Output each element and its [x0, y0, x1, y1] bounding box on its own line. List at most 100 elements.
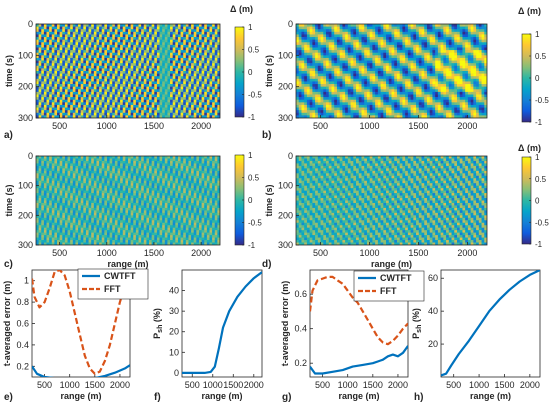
x-tick-label: 1500 [144, 121, 164, 131]
axes-box [295, 23, 488, 119]
y-tick-label: 0 [28, 151, 33, 161]
colorbar-tick-label: 1 [248, 151, 253, 160]
panel-c: 500 1000 1500 2000 0 100 200 300 time (s) range (… [4, 151, 262, 269]
colorbar-tick-label: -1 [535, 118, 543, 127]
colorbar-title: Δ (m) [230, 4, 253, 14]
x-tick-label: 2000 [520, 380, 540, 390]
y-axis-label: t-averaged error (m) [2, 281, 12, 367]
legend: CWTFT FFT [353, 270, 425, 302]
legend-entry: FFT [104, 284, 121, 294]
y-tick-label: 1 [24, 276, 29, 286]
y-axis-label: time (s) [4, 184, 14, 216]
panel-label: f) [154, 392, 161, 403]
x-tick-label: 2000 [457, 121, 477, 131]
legend: CWTFT FFT [77, 268, 149, 300]
colorbar-tick-label: 0 [535, 197, 540, 206]
y-tick-label: 100 [278, 181, 293, 191]
axes-box [35, 23, 221, 119]
series-line-fft [32, 270, 130, 375]
x-tick-label: 1500 [408, 248, 428, 258]
x-tick-label: 500 [37, 380, 52, 390]
y-axis-label: Psh (%) [152, 308, 164, 339]
y-tick-label: 0.2 [16, 361, 29, 371]
colorbar-tick-label: -0.5 [248, 219, 262, 228]
y-tick-label: 0 [28, 19, 33, 29]
x-tick-label: 500 [185, 380, 200, 390]
y-axis-label: time (s) [264, 184, 274, 216]
x-tick-label: 1000 [97, 121, 117, 131]
y-tick-label: 200 [18, 82, 33, 92]
y-tick-label: 20 [428, 339, 438, 349]
y-tick-label: 0.6 [294, 289, 307, 299]
series-line-psh [441, 270, 540, 377]
series-line-psh [182, 271, 262, 374]
x-axis-label: range (m) [201, 391, 242, 401]
y-axis-label: time (s) [264, 55, 274, 87]
x-tick-label: 1000 [338, 380, 358, 390]
colorbar-tick-label: 1 [248, 23, 253, 32]
x-tick-label: 1000 [97, 248, 117, 258]
y-tick-label: 0.6 [16, 319, 29, 329]
x-tick-label: 500 [313, 121, 328, 131]
panel-label: h) [414, 392, 423, 403]
x-tick-label: 500 [446, 380, 461, 390]
y-tick-label: 300 [278, 113, 293, 123]
x-tick-label: 1000 [359, 248, 379, 258]
colorbar-tick-label: 0 [248, 196, 253, 205]
panel-b: 500 1000 1500 2000 0 100 200 300 time (s) 1 0.5 0 -0… [264, 6, 549, 131]
colorbar-tick-label: -1 [535, 240, 543, 249]
colorbar-title: Δ (m) [518, 6, 541, 16]
colorbar-tick-label: -1 [248, 113, 256, 122]
y-axis-label: t-averaged error (m) [280, 281, 290, 367]
x-tick-label: 1500 [223, 380, 243, 390]
heatmap-b [296, 24, 487, 118]
heatmap-a [36, 24, 220, 118]
y-tick-label: 10 [169, 347, 179, 357]
colorbar-tick-label: 0.5 [535, 175, 547, 184]
x-tick-label: 500 [52, 121, 67, 131]
y-tick-label: 0 [288, 19, 293, 29]
colorbar-tick-label: -0.5 [535, 96, 549, 105]
y-tick-label: 0.4 [16, 340, 29, 350]
y-tick-label: 20 [169, 327, 179, 337]
x-tick-label: 1000 [469, 380, 489, 390]
axes-box [35, 155, 221, 246]
y-tick-label: 200 [278, 210, 293, 220]
y-tick-label: 30 [169, 306, 179, 316]
y-tick-label: 200 [278, 82, 293, 92]
x-axis-label: range (m) [470, 391, 511, 401]
colorbar-tick-label: 0 [535, 74, 540, 83]
x-tick-label: 1000 [359, 121, 379, 131]
y-tick-label: 40 [428, 306, 438, 316]
y-tick-label: 100 [18, 50, 33, 60]
panel-label: a) [4, 130, 13, 141]
legend-entry: CWTFT [104, 271, 136, 281]
y-tick-label: 0.8 [16, 297, 29, 307]
panel-e: 500 1000 1500 2000 0.2 0.4 0.6 0.8 1 range (m) t-a… [2, 268, 149, 401]
x-tick-label: 500 [313, 248, 328, 258]
legend-entry: CWTFT [380, 273, 412, 283]
x-tick-label: 2000 [244, 380, 264, 390]
y-axis-label: Psh (%) [411, 308, 423, 339]
x-axis-label: range (m) [60, 391, 101, 401]
x-tick-label: 2000 [457, 248, 477, 258]
axes-box [181, 269, 263, 378]
panel-h: 500 1000 1500 2000 20 40 60 range (m) Psh (%) [411, 269, 541, 401]
panel-label: g) [282, 392, 291, 403]
colorbar-tick-label: -0.5 [248, 91, 262, 100]
x-tick-label: 1500 [494, 380, 514, 390]
heatmap-d [296, 156, 487, 245]
x-tick-label: 500 [315, 380, 330, 390]
colorbar-tick-label: 0 [248, 68, 253, 77]
y-tick-label: 200 [18, 210, 33, 220]
colorbar-tick-label: 0.5 [248, 46, 260, 55]
y-tick-label: 40 [169, 286, 179, 296]
x-tick-label: 1500 [144, 248, 164, 258]
legend-entry: FFT [380, 286, 397, 296]
x-axis-label: range (m) [371, 259, 412, 269]
axes-box [295, 155, 488, 246]
x-axis-label: range (m) [107, 259, 148, 269]
colorbar-tick-label: 1 [535, 30, 540, 39]
y-tick-label: 100 [18, 181, 33, 191]
